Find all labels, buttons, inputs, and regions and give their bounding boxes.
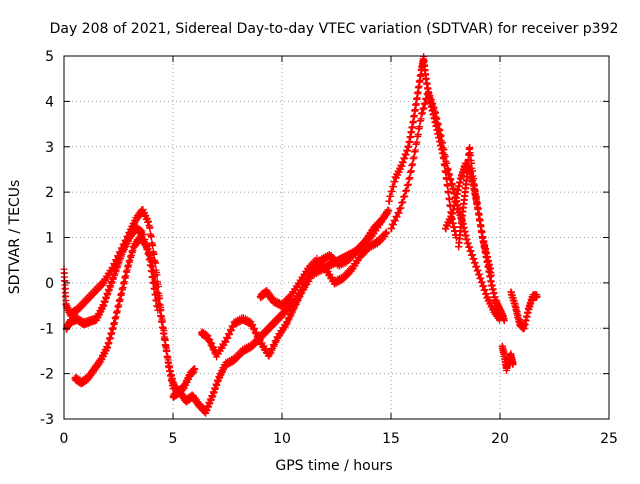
- y-tick-label: 3: [45, 140, 54, 156]
- data-point: [509, 359, 517, 367]
- chart-title: Day 208 of 2021, Sidereal Day-to-day VTE…: [50, 21, 619, 37]
- x-axis-label: GPS time / hours: [275, 458, 392, 474]
- axis-ticks: 0 5 10 15 20 25 -3 -2 -1 0 1 2 3 4 5: [40, 49, 618, 447]
- data-point: [191, 365, 199, 373]
- y-axis-label: SDTVAR / TECUs: [7, 180, 23, 295]
- data-point: [383, 229, 391, 237]
- data-point: [533, 293, 541, 301]
- y-tick-label: -3: [40, 412, 54, 428]
- x-tick-label: 5: [169, 431, 178, 447]
- data-point: [146, 224, 154, 232]
- data-point: [147, 233, 155, 241]
- y-tick-label: -1: [40, 321, 54, 337]
- x-tick-label: 25: [600, 431, 618, 447]
- y-tick-label: 2: [45, 185, 54, 201]
- series-track-c: [71, 232, 199, 398]
- series-track-h: [387, 88, 504, 324]
- data-point: [500, 317, 508, 325]
- x-tick-label: 20: [491, 431, 509, 447]
- data-point: [378, 216, 386, 224]
- series-track-b: [62, 223, 162, 333]
- data-point: [487, 271, 495, 279]
- data-points: [60, 52, 541, 417]
- y-tick-label: 0: [45, 276, 54, 292]
- series-track-l: [507, 288, 541, 333]
- y-tick-label: -2: [40, 367, 54, 383]
- series-track-k: [498, 342, 517, 374]
- x-tick-label: 15: [382, 431, 400, 447]
- series-track-j: [455, 144, 495, 279]
- y-tick-label: 5: [45, 49, 54, 65]
- y-tick-label: 1: [45, 231, 54, 247]
- series-track-f: [256, 228, 391, 310]
- x-tick-label: 10: [273, 431, 291, 447]
- data-point: [152, 259, 160, 267]
- data-point: [385, 207, 393, 215]
- x-tick-label: 0: [60, 431, 69, 447]
- y-tick-label: 4: [45, 94, 54, 110]
